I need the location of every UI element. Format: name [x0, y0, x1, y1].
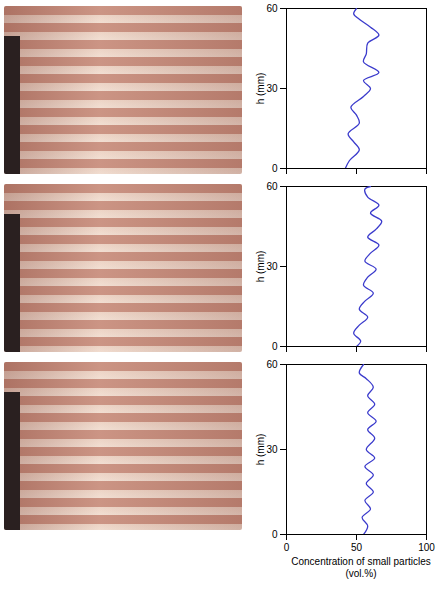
svg-text:0: 0 — [284, 542, 290, 553]
svg-text:h (mm): h (mm) — [255, 73, 266, 105]
svg-text:60: 60 — [266, 3, 278, 14]
svg-text:h (mm): h (mm) — [255, 251, 266, 283]
svg-text:0: 0 — [272, 341, 278, 352]
svg-text:30: 30 — [266, 261, 278, 272]
svg-text:h (mm): h (mm) — [255, 434, 266, 466]
svg-text:0: 0 — [272, 163, 278, 174]
svg-text:60: 60 — [266, 181, 278, 192]
svg-text:30: 30 — [266, 83, 278, 94]
svg-text:0: 0 — [272, 529, 278, 540]
html-text:Concentration of small particl: Concentration of small particles (vol.%) — [291, 556, 431, 579]
svg-text:100: 100 — [418, 542, 435, 553]
svg-text:50: 50 — [351, 542, 363, 553]
svg-text:60: 60 — [266, 359, 278, 370]
svg-text:30: 30 — [266, 444, 278, 455]
